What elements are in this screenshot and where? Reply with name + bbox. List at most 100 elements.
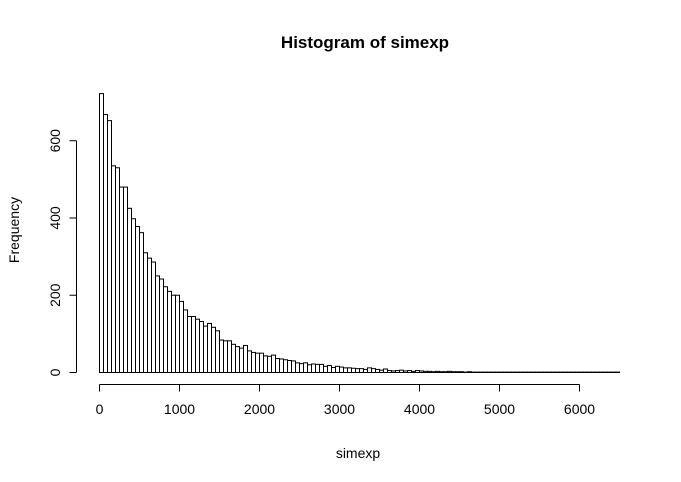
histogram-bar bbox=[355, 368, 360, 374]
histogram-bar bbox=[395, 370, 400, 374]
y-axis: 0 200 400 600 bbox=[47, 129, 77, 376]
x-tick-label: 3000 bbox=[324, 401, 355, 417]
histogram-bar bbox=[191, 315, 196, 373]
histogram-bar bbox=[315, 363, 320, 374]
histogram-bar bbox=[143, 252, 148, 373]
histogram-bar bbox=[243, 344, 248, 373]
histogram-bar bbox=[399, 369, 404, 373]
histogram-bar bbox=[359, 368, 364, 374]
histogram-bar bbox=[371, 368, 376, 374]
histogram-bar bbox=[451, 371, 456, 374]
histogram-bar bbox=[159, 278, 164, 373]
histogram-bar bbox=[199, 321, 204, 374]
histogram-bar bbox=[115, 167, 120, 373]
y-tick-label: 0 bbox=[47, 368, 63, 376]
chart-title: Histogram of simexp bbox=[281, 33, 449, 52]
y-tick-label: 400 bbox=[47, 206, 63, 230]
histogram-bar bbox=[387, 370, 392, 374]
histogram-bar bbox=[363, 368, 368, 374]
histogram-bar bbox=[171, 294, 176, 373]
histogram-bar bbox=[327, 365, 332, 373]
x-tick-label: 0 bbox=[96, 401, 104, 417]
x-tick-label: 5000 bbox=[484, 401, 515, 417]
histogram-bar bbox=[303, 362, 308, 373]
histogram-bar bbox=[411, 370, 416, 373]
histogram-bar bbox=[179, 300, 184, 374]
histogram-bar bbox=[323, 365, 328, 374]
x-tick-label: 2000 bbox=[244, 401, 275, 417]
histogram-bar bbox=[367, 367, 372, 373]
histogram-bar bbox=[331, 366, 336, 374]
x-tick-label: 4000 bbox=[404, 401, 435, 417]
histogram-bar bbox=[427, 370, 432, 373]
y-axis-label: Frequency bbox=[6, 197, 22, 263]
histogram-bar bbox=[435, 370, 440, 373]
histogram-bar bbox=[167, 290, 172, 374]
histogram-bar bbox=[251, 351, 256, 374]
histogram-bar bbox=[263, 355, 268, 374]
histogram-bar bbox=[439, 371, 444, 374]
histogram-bar bbox=[135, 225, 140, 373]
histogram-bar bbox=[163, 286, 168, 373]
x-tick-label: 6000 bbox=[564, 401, 595, 417]
histogram-bar bbox=[299, 363, 304, 373]
histogram-bar bbox=[391, 370, 396, 374]
histogram-bar bbox=[267, 355, 272, 373]
histogram-bar bbox=[279, 358, 284, 374]
histogram-bar bbox=[123, 186, 128, 373]
histogram-bar bbox=[287, 360, 292, 373]
histogram-bar bbox=[187, 315, 192, 373]
histogram-bar bbox=[271, 354, 276, 373]
histogram-bar bbox=[407, 370, 412, 374]
histogram-bar bbox=[211, 326, 216, 373]
histogram-bar bbox=[431, 371, 436, 374]
histogram-bar bbox=[207, 322, 212, 374]
histogram-bar bbox=[195, 318, 200, 374]
y-tick-label: 200 bbox=[47, 283, 63, 307]
histogram-bar bbox=[339, 366, 344, 373]
histogram-bar bbox=[103, 113, 108, 373]
histogram-bar bbox=[443, 371, 448, 374]
histogram-bar bbox=[275, 358, 280, 373]
y-tick-label: 600 bbox=[47, 129, 63, 153]
histogram-bar bbox=[319, 363, 324, 374]
histogram-bar bbox=[151, 261, 156, 373]
histogram-bar bbox=[127, 207, 132, 373]
histogram-bar bbox=[403, 370, 408, 374]
x-axis-label: simexp bbox=[336, 445, 381, 461]
histogram-bar bbox=[175, 294, 180, 373]
histogram-bar bbox=[379, 369, 384, 373]
histogram-bar bbox=[467, 371, 472, 374]
histogram-bar bbox=[419, 370, 424, 374]
histogram-bar bbox=[447, 370, 452, 373]
histogram-bar bbox=[335, 365, 340, 374]
histogram-bar bbox=[155, 275, 160, 374]
histogram-bar bbox=[259, 352, 264, 373]
histogram-bar bbox=[107, 120, 112, 373]
histogram-bar bbox=[423, 370, 428, 373]
histogram-bar bbox=[307, 364, 312, 373]
histogram-bar bbox=[99, 93, 104, 373]
histogram-bar bbox=[235, 346, 240, 373]
histogram-bar bbox=[147, 257, 152, 373]
histogram-bar bbox=[283, 359, 288, 373]
histogram-bar bbox=[215, 330, 220, 373]
histogram-bar bbox=[347, 367, 352, 373]
histogram-bar bbox=[383, 368, 388, 373]
histogram-bar bbox=[459, 371, 464, 374]
histogram-bar bbox=[231, 343, 236, 373]
histogram-bar bbox=[247, 350, 252, 373]
histogram-bar bbox=[351, 367, 356, 373]
histogram-bar bbox=[295, 362, 300, 373]
histogram-bar bbox=[183, 309, 188, 374]
histogram-bar bbox=[131, 218, 136, 373]
histogram-bar bbox=[239, 347, 244, 374]
histogram-bar bbox=[343, 367, 348, 373]
histogram-bar bbox=[227, 340, 232, 374]
histogram-bar bbox=[291, 360, 296, 374]
histogram-bar bbox=[139, 232, 144, 373]
histogram-bar bbox=[455, 371, 460, 374]
histogram-bar bbox=[203, 325, 208, 374]
